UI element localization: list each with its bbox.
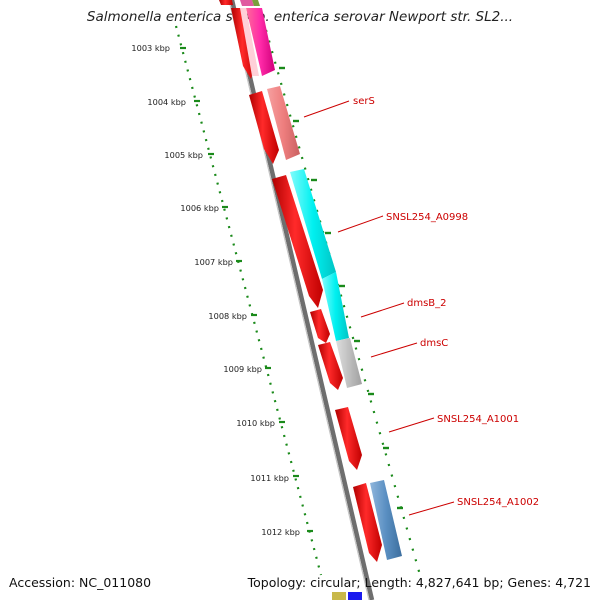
ruler-tick-label: 1010 kbp (236, 418, 275, 428)
ruler-tick-label: 1011 kbp (250, 473, 289, 483)
cds-arrow-light-pink[interactable] (240, 8, 259, 76)
gene-dmsB_2[interactable] (322, 272, 349, 341)
genome-title: Salmonella enterica subsp. enterica sero… (86, 9, 514, 25)
cds-arrow-pink[interactable] (246, 8, 275, 76)
partial-feature-top (240, 0, 260, 6)
ruler-tick-label: 1007 kbp (194, 257, 233, 267)
gene-label[interactable]: SNSL254_A1002 (457, 497, 539, 508)
gene-dmsC[interactable] (336, 338, 362, 388)
gene-serS[interactable] (267, 86, 300, 160)
outer-ruler-major-ticks (279, 66, 403, 510)
gene-label[interactable]: dmsB_2 (407, 298, 447, 309)
ruler-tick-label: 1004 kbp (147, 97, 186, 107)
cds-arrow[interactable] (272, 175, 323, 308)
gene-label[interactable]: serS (353, 96, 375, 107)
accession-label: Accession: NC_011080 (9, 575, 152, 590)
ruler-tick-label: 1009 kbp (223, 364, 262, 374)
ruler-tick-label: 1005 kbp (164, 150, 203, 160)
outer-ruler-ticks (264, 29, 422, 576)
cds-forward-strand[interactable] (240, 8, 402, 560)
cds-arrow[interactable] (219, 0, 233, 5)
gene-label[interactable]: SNSL254_A0998 (386, 212, 468, 223)
gene-label-leaders (303, 100, 455, 516)
cds-arrow[interactable] (249, 91, 279, 164)
gene-label[interactable]: dmsC (420, 338, 448, 349)
cds-arrow[interactable] (353, 483, 382, 562)
ruler-tick-label: 1012 kbp (261, 527, 300, 537)
cds-reverse-strand[interactable] (219, 0, 382, 562)
genome-backbone (228, 0, 375, 600)
gene-SNSL254_A1002[interactable] (370, 480, 402, 560)
topology-label: Topology: circular; Length: 4,827,641 bp… (247, 575, 591, 590)
cds-arrow[interactable] (318, 342, 343, 390)
cds-arrow[interactable] (335, 407, 362, 470)
ruler-tick-label: 1003 kbp (131, 43, 170, 53)
gene-label[interactable]: SNSL254_A1001 (437, 414, 519, 425)
partial-feature-bottom (332, 592, 362, 600)
ruler-tick-label: 1008 kbp (208, 311, 247, 321)
ruler-major-ticks (180, 46, 313, 533)
gene-SNSL254_A0998[interactable] (290, 169, 336, 279)
ruler-tick-label: 1006 kbp (180, 203, 219, 213)
cds-arrow[interactable] (310, 309, 330, 343)
